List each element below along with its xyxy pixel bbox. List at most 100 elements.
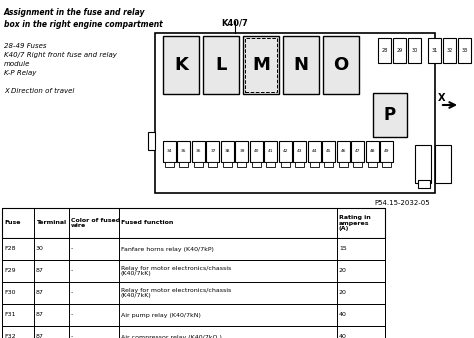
Text: 38: 38 bbox=[225, 149, 230, 153]
Text: N: N bbox=[293, 56, 309, 74]
Text: F28: F28 bbox=[4, 246, 16, 251]
Text: O: O bbox=[333, 56, 348, 74]
Bar bbox=[2, 260, 385, 282]
Bar bbox=[283, 36, 319, 94]
Bar bbox=[177, 141, 191, 162]
Text: 31: 31 bbox=[431, 48, 438, 53]
Bar bbox=[252, 162, 261, 167]
Text: 40: 40 bbox=[339, 335, 347, 338]
Text: Fused function: Fused function bbox=[121, 220, 173, 225]
Text: P54.15-2032-05: P54.15-2032-05 bbox=[374, 200, 430, 206]
Text: 28-49 Fuses: 28-49 Fuses bbox=[4, 43, 46, 49]
Bar bbox=[2, 326, 385, 338]
Text: -: - bbox=[71, 290, 73, 295]
Text: Terminal: Terminal bbox=[36, 220, 66, 225]
Text: Color of fused
wire: Color of fused wire bbox=[71, 218, 120, 228]
Text: 49: 49 bbox=[384, 149, 390, 153]
Bar bbox=[236, 141, 248, 162]
Text: -: - bbox=[71, 268, 73, 273]
Bar bbox=[2, 304, 385, 326]
Text: 45: 45 bbox=[326, 149, 332, 153]
Text: 48: 48 bbox=[370, 149, 375, 153]
Bar bbox=[163, 141, 176, 162]
Bar bbox=[408, 38, 421, 63]
Bar bbox=[293, 141, 307, 162]
Text: F29: F29 bbox=[4, 268, 16, 273]
Text: 43: 43 bbox=[297, 149, 303, 153]
Text: K40/7 Right front fuse and relay: K40/7 Right front fuse and relay bbox=[4, 52, 117, 58]
Text: 35: 35 bbox=[181, 149, 187, 153]
Text: 29: 29 bbox=[396, 48, 402, 53]
Bar bbox=[266, 162, 275, 167]
Bar bbox=[2, 238, 385, 260]
Bar bbox=[194, 162, 203, 167]
Bar bbox=[192, 141, 205, 162]
Text: 87: 87 bbox=[36, 290, 44, 295]
Text: 32: 32 bbox=[447, 48, 453, 53]
Bar bbox=[245, 38, 277, 92]
Text: 30: 30 bbox=[36, 246, 44, 251]
Bar bbox=[415, 145, 431, 183]
Bar bbox=[180, 162, 189, 167]
Text: K40/7: K40/7 bbox=[222, 18, 248, 27]
Text: 44: 44 bbox=[312, 149, 317, 153]
Bar bbox=[368, 162, 377, 167]
Bar bbox=[373, 93, 407, 137]
Text: 15: 15 bbox=[339, 246, 347, 251]
Bar bbox=[354, 162, 363, 167]
Bar bbox=[2, 282, 385, 304]
Bar bbox=[323, 36, 359, 94]
Bar bbox=[339, 162, 348, 167]
Text: Relay for motor electronics/chassis
(K40/7kK): Relay for motor electronics/chassis (K40… bbox=[121, 288, 231, 298]
Text: 33: 33 bbox=[461, 48, 468, 53]
Text: 87: 87 bbox=[36, 335, 44, 338]
Bar bbox=[165, 162, 174, 167]
Text: P: P bbox=[384, 106, 396, 124]
Text: X: X bbox=[438, 93, 446, 103]
Bar bbox=[223, 162, 232, 167]
Bar bbox=[378, 38, 391, 63]
Bar bbox=[207, 141, 219, 162]
Text: 47: 47 bbox=[355, 149, 361, 153]
Text: 87: 87 bbox=[36, 313, 44, 317]
Bar bbox=[458, 38, 471, 63]
Text: F31: F31 bbox=[4, 313, 16, 317]
Bar bbox=[209, 162, 218, 167]
Text: Air pump relay (K40/7kN): Air pump relay (K40/7kN) bbox=[121, 313, 201, 317]
Bar bbox=[2, 208, 385, 238]
Text: F30: F30 bbox=[4, 290, 16, 295]
Bar bbox=[203, 36, 239, 94]
Bar bbox=[325, 162, 334, 167]
Text: 30: 30 bbox=[411, 48, 418, 53]
Bar bbox=[393, 38, 406, 63]
Bar bbox=[310, 162, 319, 167]
Bar bbox=[352, 141, 365, 162]
Text: Fanfare horns relay (K40/7kP): Fanfare horns relay (K40/7kP) bbox=[121, 246, 214, 251]
Bar bbox=[337, 141, 350, 162]
Text: Relay for motor electronics/chassis
(K40/7kK): Relay for motor electronics/chassis (K40… bbox=[121, 266, 231, 276]
Text: Fuse: Fuse bbox=[4, 220, 20, 225]
Bar bbox=[279, 141, 292, 162]
Text: 37: 37 bbox=[210, 149, 216, 153]
Text: X Direction of travel: X Direction of travel bbox=[4, 88, 74, 94]
Bar bbox=[237, 162, 246, 167]
Text: 87: 87 bbox=[36, 268, 44, 273]
Bar bbox=[322, 141, 336, 162]
Text: K: K bbox=[174, 56, 188, 74]
Bar bbox=[281, 162, 290, 167]
Bar bbox=[383, 162, 392, 167]
Text: 42: 42 bbox=[283, 149, 288, 153]
Text: 20: 20 bbox=[339, 290, 347, 295]
Bar bbox=[148, 132, 155, 150]
Text: 36: 36 bbox=[196, 149, 201, 153]
Text: K-P Relay: K-P Relay bbox=[4, 70, 36, 76]
Bar bbox=[418, 180, 430, 188]
Text: Assignment in the fuse and relay
box in the right engine compartment: Assignment in the fuse and relay box in … bbox=[4, 8, 163, 29]
Text: 28: 28 bbox=[382, 48, 388, 53]
Text: 40: 40 bbox=[339, 313, 347, 317]
Text: L: L bbox=[215, 56, 227, 74]
Text: F32: F32 bbox=[4, 335, 16, 338]
Bar bbox=[264, 141, 277, 162]
Text: 39: 39 bbox=[239, 149, 245, 153]
Text: -: - bbox=[71, 335, 73, 338]
